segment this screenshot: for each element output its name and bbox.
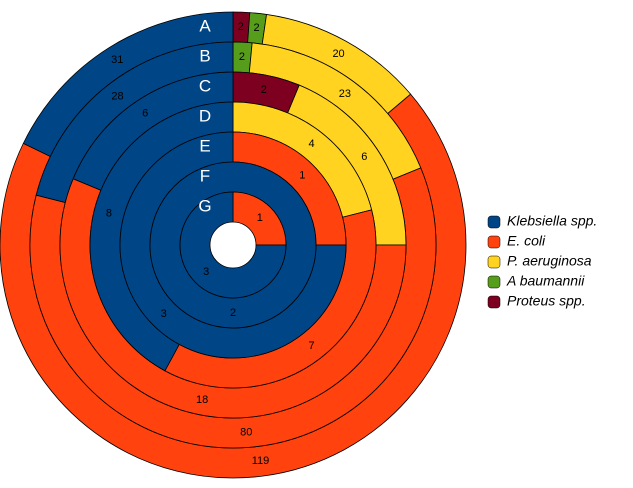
segment-label: 7 [309,340,315,352]
ring-label: D [199,106,211,125]
ring-segment [149,161,317,329]
segment-label: 2 [261,84,267,96]
ring-label: C [199,76,211,95]
segment-label: 23 [339,88,351,100]
legend-swatch [487,235,501,249]
segment-label: 3 [203,266,209,278]
ring-label: F [200,166,210,185]
ring-label: A [199,16,211,35]
legend-swatch [487,295,501,309]
legend-label: Klebsiella spp. [507,213,597,229]
segment-label: 18 [196,394,208,406]
ring-label: B [199,46,210,65]
legend-label: Proteus spp. [507,293,586,309]
segment-label: 4 [309,138,315,150]
ring-label: G [198,196,211,215]
segment-label: 20 [332,48,344,60]
segment-label: 28 [111,91,123,103]
ring-label: E [199,136,210,155]
segment-label: 80 [240,426,252,438]
legend-swatch [487,215,501,229]
legend-swatch [487,255,501,269]
segment-label: 3 [161,308,167,320]
legend-label: P. aeruginosa [507,253,592,269]
segment-label: 8 [106,207,112,219]
ring-segment [179,191,287,299]
segment-label: 2 [254,22,260,34]
segment-label: 2 [239,51,245,63]
segment-label: 6 [142,108,148,120]
segment-label: 119 [252,455,270,467]
segment-label: 31 [111,54,123,66]
segment-label: 1 [299,170,305,182]
legend-label: E. coli [507,233,546,249]
segment-label: 2 [230,307,236,319]
segment-label: 2 [238,21,244,33]
legend-label: A baumannii [506,273,585,289]
legend-swatch [487,275,501,289]
segment-label: 6 [361,151,367,163]
segment-label: 1 [257,212,263,224]
